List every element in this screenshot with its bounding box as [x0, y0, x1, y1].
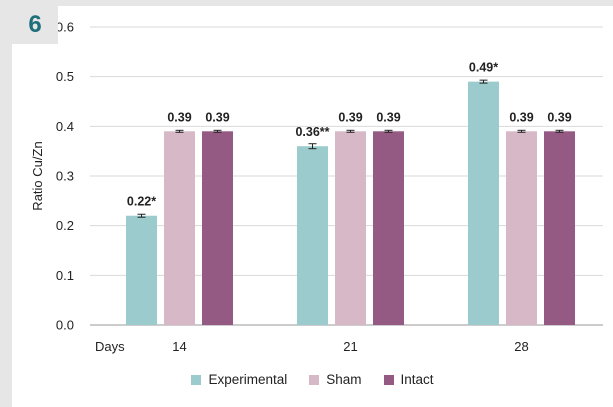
legend-label: Intact — [400, 372, 434, 387]
legend-swatch — [191, 374, 202, 385]
legend: Experimental Sham Intact — [12, 372, 613, 387]
bar-sham-14 — [164, 131, 195, 325]
data-label: 0.39 — [167, 110, 191, 124]
x-tick-label: 28 — [514, 339, 528, 354]
legend-item-intact: Intact — [383, 372, 434, 387]
y-tick-label: 0.0 — [56, 318, 74, 333]
y-tick-label: 0.1 — [56, 268, 74, 283]
data-label: 0.36** — [295, 125, 329, 139]
y-tick-label: 0.5 — [56, 69, 74, 84]
y-tick-label: 0.4 — [56, 119, 74, 134]
legend-item-experimental: Experimental — [191, 372, 287, 387]
legend-label: Experimental — [208, 372, 288, 387]
chart-panel: 0.0 0.1 0.2 0.3 0.4 0.5 0.6 Ratio Cu/Zn Days 0.22… — [12, 6, 613, 407]
bar-intact-14 — [202, 131, 233, 325]
data-label: 0.39 — [376, 110, 400, 124]
data-label: 0.39 — [509, 110, 533, 124]
bar-sham-21 — [335, 131, 366, 325]
bar-experimental-21 — [297, 146, 328, 325]
data-label: 0.39 — [205, 110, 229, 124]
bar-intact-28 — [544, 131, 575, 325]
legend-swatch — [309, 374, 320, 385]
x-tick-label: 21 — [343, 339, 357, 354]
data-label: 0.49* — [469, 61, 498, 75]
bar-chart: 0.0 0.1 0.2 0.3 0.4 0.5 0.6 Ratio Cu/Zn Days 0.22… — [30, 20, 603, 354]
data-label: 0.39 — [547, 110, 571, 124]
bar-experimental-14 — [126, 215, 157, 325]
bar-experimental-28 — [468, 81, 499, 325]
y-tick-label: 0.6 — [56, 20, 74, 35]
bar-sham-28 — [506, 131, 537, 325]
x-axis-prefix-label: Days — [95, 339, 125, 354]
y-tick-label: 0.3 — [56, 169, 74, 184]
figure-label: 6 — [12, 6, 58, 44]
data-label: 0.22* — [127, 195, 156, 209]
legend-label: Sham — [326, 372, 362, 387]
y-axis-label: Ratio Cu/Zn — [30, 141, 45, 210]
legend-item-sham: Sham — [309, 372, 362, 387]
y-tick-label: 0.2 — [56, 218, 74, 233]
legend-swatch — [383, 374, 394, 385]
bar-intact-21 — [373, 131, 404, 325]
x-tick-label: 14 — [172, 339, 186, 354]
data-label: 0.39 — [338, 110, 362, 124]
